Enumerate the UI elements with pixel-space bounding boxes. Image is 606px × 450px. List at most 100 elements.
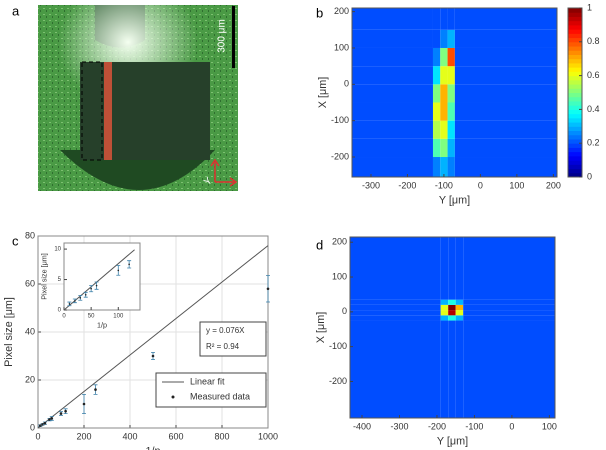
heat-cell <box>448 299 456 305</box>
heat-cell <box>447 47 455 67</box>
x-tick-label: -400 <box>353 421 371 431</box>
plot-frame <box>351 7 558 178</box>
colorbar-step <box>568 84 582 89</box>
colorbar-step <box>568 33 582 39</box>
x-axis-label: Y [μm] <box>439 194 470 206</box>
data-point <box>74 300 76 302</box>
heat-cell <box>440 310 449 316</box>
y-tick-label: 0 <box>30 422 35 432</box>
legend-label: Measured data <box>190 391 250 401</box>
heat-cell <box>440 320 449 418</box>
colorbar-step <box>568 117 582 123</box>
heat-cell <box>455 315 464 321</box>
heat-cell <box>440 102 448 121</box>
data-point <box>266 287 270 291</box>
x-tick-label: 600 <box>168 431 183 441</box>
heat-cell <box>352 84 433 103</box>
data-point <box>94 388 97 391</box>
y-tick-label: 10 <box>54 247 61 253</box>
heat-cell <box>454 84 557 103</box>
data-point <box>68 303 71 305</box>
heat-cell <box>454 8 557 30</box>
x-tick-label: 50 <box>88 314 95 320</box>
heat-cell <box>350 320 441 418</box>
heat-cell <box>447 29 455 48</box>
heat-cell <box>440 157 448 177</box>
panel-label: a <box>12 3 20 18</box>
axis-arrows <box>210 158 238 187</box>
heat-cell <box>463 320 555 418</box>
heat-cell <box>454 29 557 48</box>
x-tick-label: 100 <box>542 421 557 431</box>
data-point <box>95 284 98 287</box>
data-point <box>128 263 130 266</box>
heat-cell <box>440 304 449 311</box>
heat-cell <box>432 66 441 85</box>
colorbar-step <box>568 130 582 136</box>
heat-cell <box>455 304 464 311</box>
heat-cell <box>440 29 448 48</box>
heat-cell <box>448 315 456 321</box>
heat-cell <box>440 120 448 139</box>
data-point <box>64 409 67 413</box>
colorbar-step <box>568 113 582 119</box>
colorbar-tick-label: 0.4 <box>587 104 600 114</box>
data-point <box>41 423 44 426</box>
colorbar-step <box>568 16 582 22</box>
x-tick-label: 200 <box>546 180 561 190</box>
x-tick-label: 200 <box>76 431 91 441</box>
x-tick-label: 0 <box>62 314 66 320</box>
x-tick-label: -100 <box>465 421 483 431</box>
annotation: y = 0.076X <box>206 326 245 335</box>
colorbar-step <box>568 54 582 60</box>
colorbar-step <box>568 46 582 51</box>
data-point <box>151 354 155 358</box>
colorbar-tick-label: 0.6 <box>587 70 600 80</box>
x-tick-label: 0 <box>35 431 40 441</box>
colorbar-tick-label: 0 <box>587 171 592 181</box>
heat-cell <box>352 138 433 158</box>
panel-label: b <box>316 5 323 20</box>
colorbar-step <box>568 164 582 170</box>
y-tick-label: 20 <box>25 374 35 384</box>
data-point <box>79 297 82 299</box>
colorbar-step <box>568 126 582 132</box>
heat-cell <box>432 84 441 103</box>
y-tick-label: 80 <box>25 230 35 240</box>
y-tick-label: 200 <box>332 237 347 247</box>
data-point <box>43 421 47 425</box>
data-point <box>90 287 92 290</box>
y-tick-label: -200 <box>331 151 349 161</box>
y-tick-label: -200 <box>329 376 347 386</box>
heat-cell <box>447 84 455 103</box>
heat-cell <box>440 237 449 300</box>
plot-frame <box>37 235 269 429</box>
heat-cell <box>448 310 456 316</box>
fit-line <box>63 249 135 311</box>
colorbar-step <box>568 172 582 178</box>
plot-frame <box>349 236 556 419</box>
colorbar-step <box>568 105 582 110</box>
colorbar-step <box>568 151 582 157</box>
photo-panel: a 300 μm Y <box>12 3 238 191</box>
heat-cell <box>447 120 455 139</box>
colorbar-step <box>568 75 582 81</box>
colorbar-frame <box>567 7 583 178</box>
x-tick-label: 1000 <box>258 431 278 441</box>
x-tick-label: -100 <box>435 180 453 190</box>
heat-cell <box>352 157 433 177</box>
scale-bar <box>232 6 235 68</box>
heat-cell <box>454 120 557 139</box>
y-tick-label: 60 <box>25 278 35 288</box>
colorbar-step <box>568 20 582 26</box>
heat-cell <box>463 304 555 311</box>
colorbar-step <box>568 88 582 93</box>
heat-cell <box>352 29 433 48</box>
x-tick-label: 100 <box>509 180 524 190</box>
legend-swatch <box>171 395 175 399</box>
heat-cell <box>447 157 455 177</box>
colorbar-step <box>568 143 582 148</box>
y-axis-label: Pixel size [μm] <box>40 253 49 299</box>
